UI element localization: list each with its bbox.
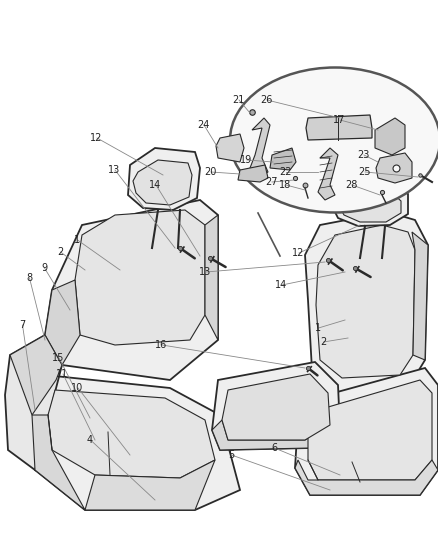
Polygon shape [45, 280, 80, 365]
Polygon shape [305, 212, 428, 392]
Text: 6: 6 [271, 443, 277, 453]
Polygon shape [133, 160, 192, 205]
Text: 24: 24 [197, 120, 209, 130]
Polygon shape [45, 200, 218, 380]
Polygon shape [10, 335, 62, 415]
Polygon shape [295, 368, 438, 495]
Polygon shape [32, 415, 85, 510]
Polygon shape [5, 335, 62, 470]
Text: 14: 14 [149, 180, 161, 190]
Text: 26: 26 [260, 95, 272, 105]
Text: 21: 21 [232, 95, 244, 105]
Polygon shape [238, 165, 268, 182]
Text: 20: 20 [204, 167, 216, 177]
Text: 12: 12 [90, 133, 102, 143]
Text: 7: 7 [19, 320, 25, 330]
Polygon shape [376, 153, 412, 183]
Text: 25: 25 [358, 167, 371, 177]
Polygon shape [333, 182, 408, 226]
Polygon shape [212, 420, 340, 450]
Polygon shape [306, 115, 372, 140]
Polygon shape [75, 210, 205, 345]
Text: 11: 11 [56, 369, 68, 379]
Polygon shape [250, 118, 270, 178]
Polygon shape [340, 191, 401, 222]
Polygon shape [222, 374, 330, 440]
Text: 12: 12 [292, 248, 304, 258]
Polygon shape [318, 148, 338, 200]
Polygon shape [375, 118, 405, 155]
Polygon shape [216, 134, 244, 162]
Polygon shape [308, 380, 432, 480]
Text: 8: 8 [26, 273, 32, 283]
Text: 18: 18 [279, 180, 291, 190]
Text: 13: 13 [108, 165, 120, 175]
Polygon shape [48, 390, 215, 478]
Polygon shape [316, 225, 415, 378]
Text: 27: 27 [265, 177, 278, 187]
Text: 4: 4 [87, 435, 93, 445]
Polygon shape [270, 148, 296, 170]
Text: 17: 17 [333, 115, 346, 125]
Text: 9: 9 [41, 263, 47, 273]
Text: 13: 13 [199, 267, 211, 277]
Ellipse shape [230, 68, 438, 213]
Text: 5: 5 [228, 450, 234, 460]
Text: 28: 28 [345, 180, 357, 190]
Text: 19: 19 [240, 155, 252, 165]
Polygon shape [205, 215, 218, 340]
Text: 10: 10 [71, 383, 83, 393]
Text: 1: 1 [315, 323, 321, 333]
Polygon shape [412, 232, 428, 360]
Text: 14: 14 [275, 280, 287, 290]
Text: 15: 15 [52, 353, 64, 363]
Text: 16: 16 [155, 340, 167, 350]
Polygon shape [128, 148, 200, 210]
Text: 2: 2 [320, 337, 326, 347]
Text: 2: 2 [57, 247, 63, 257]
Polygon shape [212, 362, 340, 450]
Polygon shape [295, 460, 438, 495]
Text: 1: 1 [74, 235, 80, 245]
Polygon shape [32, 375, 240, 510]
Text: 22: 22 [279, 167, 292, 177]
Text: 23: 23 [357, 150, 369, 160]
Polygon shape [85, 460, 215, 510]
